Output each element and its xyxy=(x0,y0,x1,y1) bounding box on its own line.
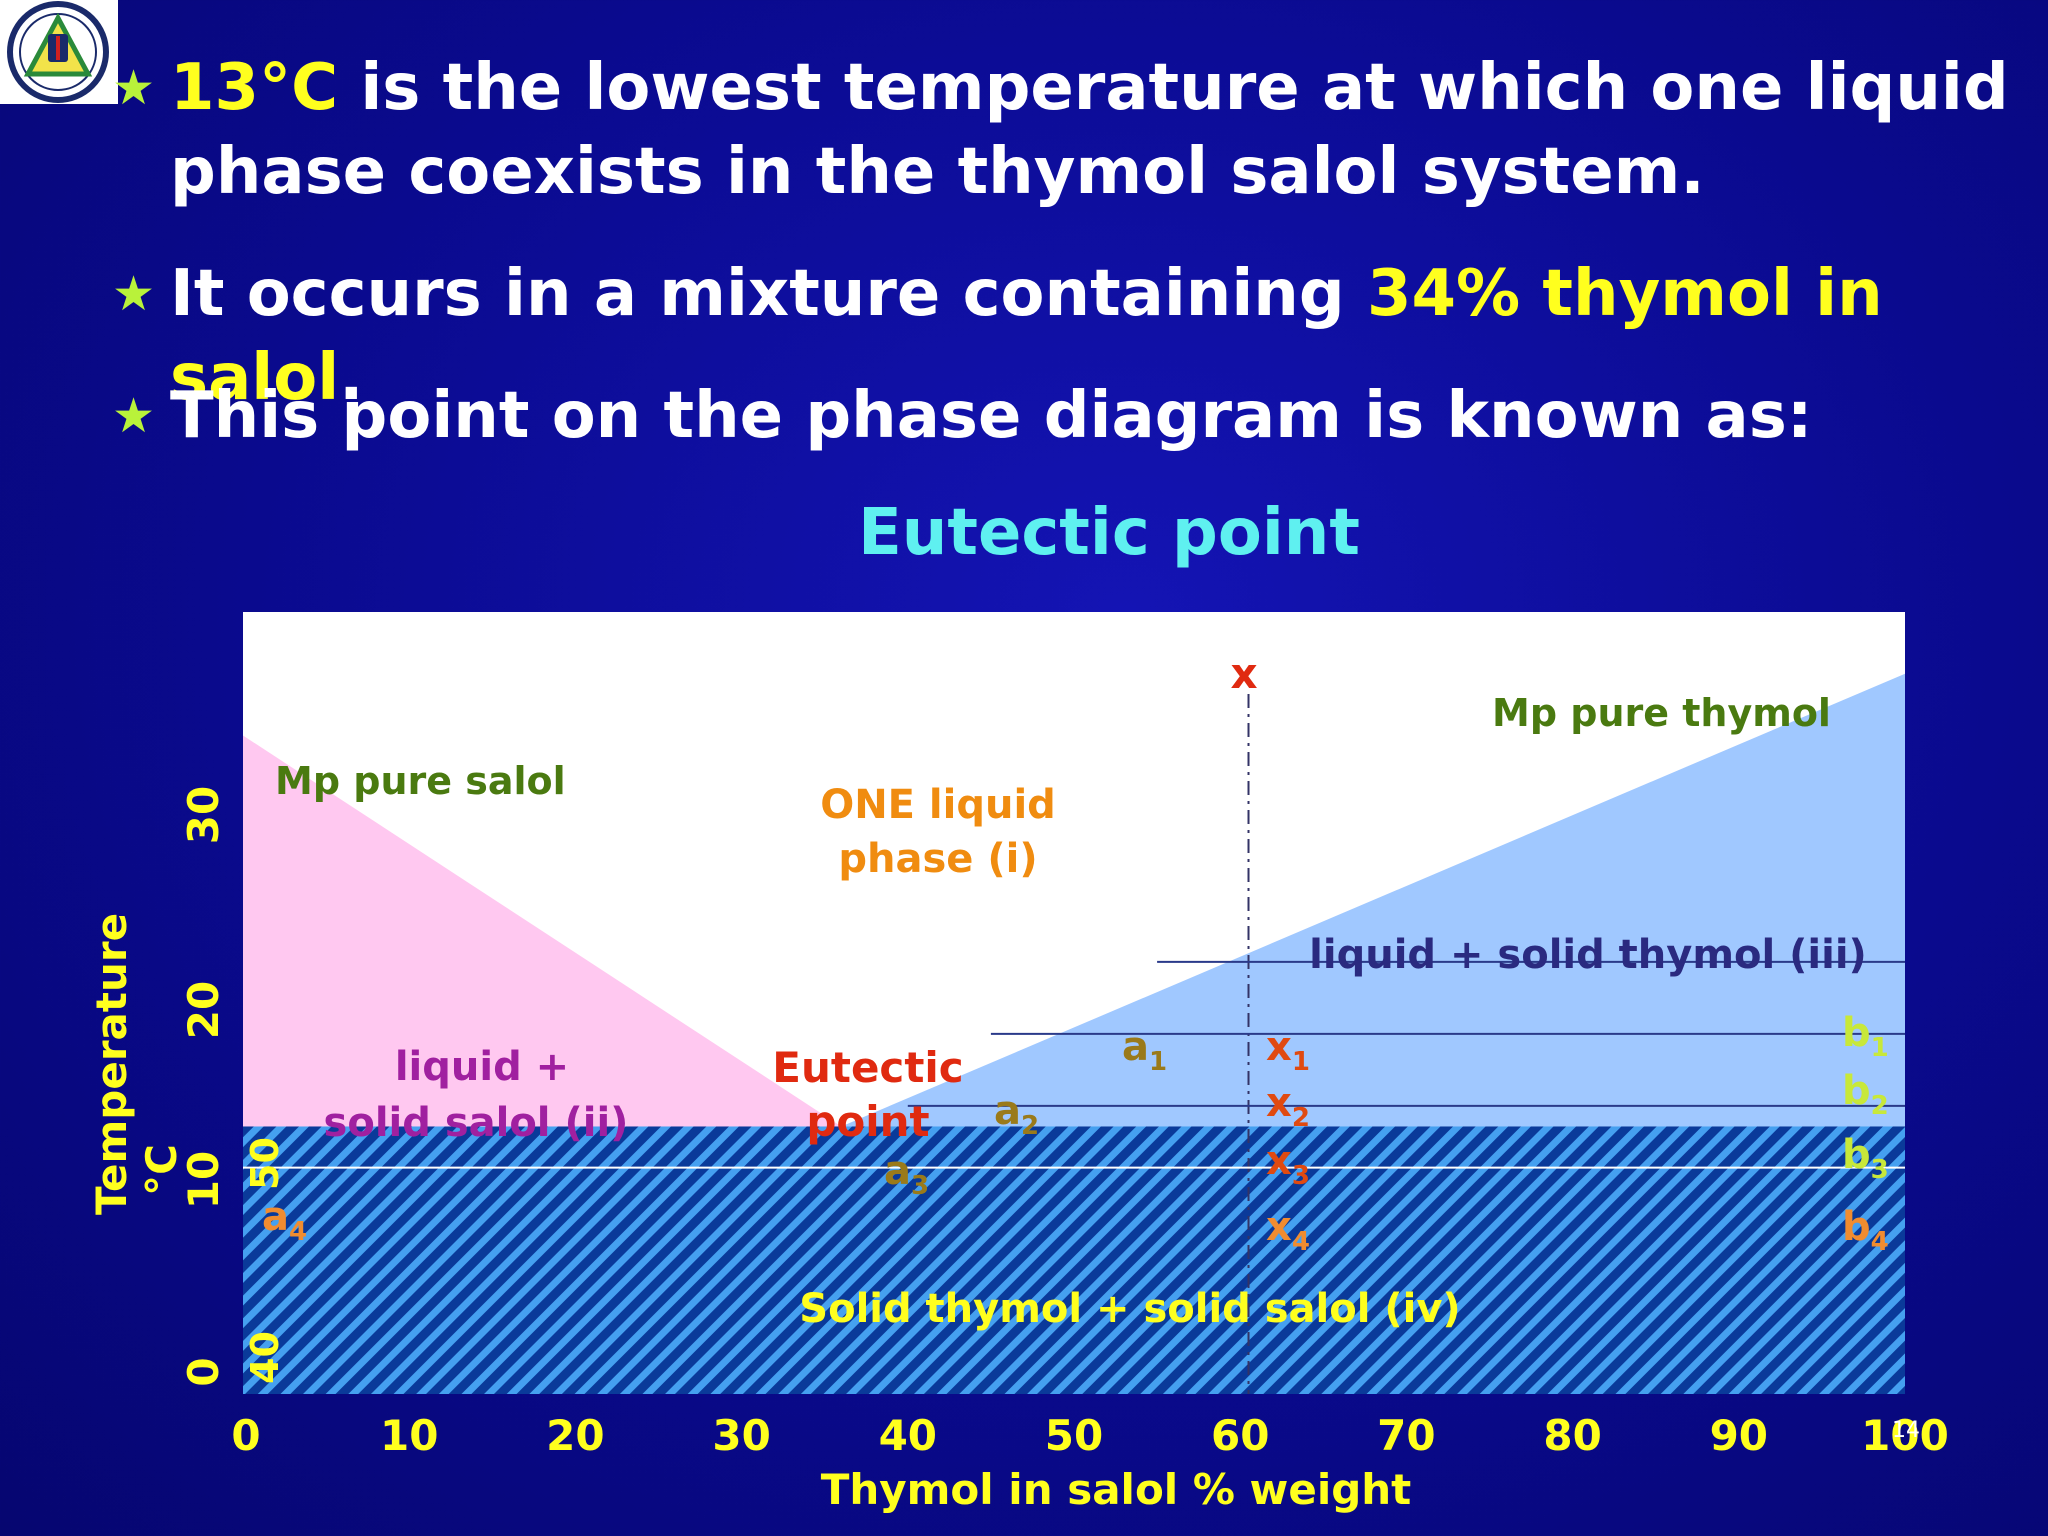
svg-text:a1: a1 xyxy=(1122,1024,1167,1077)
star-icon: ★ xyxy=(112,60,156,116)
svg-text:b4: b4 xyxy=(1842,1204,1889,1257)
y-axis-label-line2: °C xyxy=(137,1144,186,1196)
y-tick-10: 10 xyxy=(179,1151,228,1209)
bullet-2-text: It occurs in a mixture containing xyxy=(170,257,1367,331)
svg-text:a4: a4 xyxy=(262,1194,307,1247)
x-tick-30: 30 xyxy=(712,1411,770,1460)
x-tick-60: 60 xyxy=(1211,1411,1269,1460)
point-a2: a2 xyxy=(994,1088,1039,1141)
svg-text:a3: a3 xyxy=(884,1148,929,1201)
label-one-liquid-2: phase (i) xyxy=(838,836,1037,882)
label-x-top: x xyxy=(1230,649,1257,698)
page-number: 14 xyxy=(1892,1418,1920,1443)
star-icon: ★ xyxy=(112,388,156,444)
x-tick-0: 0 xyxy=(231,1411,260,1460)
x-tick-50: 50 xyxy=(1045,1411,1103,1460)
x-tick-100: 100 xyxy=(1861,1411,1949,1460)
bullet-2-tail: . xyxy=(339,341,364,415)
label-eutectic-2: point xyxy=(806,1097,929,1146)
point-x1: x1 xyxy=(1266,1024,1310,1077)
point-b2: b2 xyxy=(1842,1068,1889,1121)
bullet-1-text: is the lowest temperature at which one l… xyxy=(338,51,2009,125)
svg-text:x4: x4 xyxy=(1266,1204,1310,1257)
highlight-composition: 34% thymol in salol xyxy=(170,257,1883,415)
svg-text:b3: b3 xyxy=(1842,1132,1889,1185)
point-a4: a4 xyxy=(262,1194,307,1247)
x-tick-20: 20 xyxy=(546,1411,604,1460)
point-b1: b1 xyxy=(1842,1010,1889,1063)
college-logo xyxy=(0,0,118,104)
point-a1: a1 xyxy=(1122,1024,1167,1077)
bullet-3-text: This point on the phase diagram is known… xyxy=(170,379,1813,453)
y-tick-overlay-40: 40 xyxy=(243,1331,287,1384)
highlight-temperature: 13°C xyxy=(170,51,339,125)
star-icon: ★ xyxy=(112,266,156,322)
point-x2: x2 xyxy=(1266,1080,1310,1133)
label-mp-thymol: Mp pure thymol xyxy=(1492,691,1831,735)
label-liquid-thymol: liquid + solid thymol (iii) xyxy=(1309,932,1867,978)
x-tick-90: 90 xyxy=(1710,1411,1768,1460)
svg-text:b1: b1 xyxy=(1842,1010,1889,1063)
svg-text:x2: x2 xyxy=(1266,1080,1310,1133)
y-tick-0: 0 xyxy=(179,1357,228,1386)
point-b3: b3 xyxy=(1842,1132,1889,1185)
point-b4: b4 xyxy=(1842,1204,1889,1257)
label-eutectic-1: Eutectic xyxy=(772,1043,963,1092)
y-tick-20: 20 xyxy=(179,981,228,1039)
label-liquid-salol-2: solid salol (ii) xyxy=(324,1100,629,1146)
svg-text:x3: x3 xyxy=(1266,1138,1310,1191)
svg-text:x1: x1 xyxy=(1266,1024,1310,1077)
point-x4: x4 xyxy=(1266,1204,1310,1257)
liquid-solid-salol-region xyxy=(243,735,842,1127)
svg-text:b2: b2 xyxy=(1842,1068,1889,1121)
x-axis-label: Thymol in salol % weight xyxy=(821,1465,1412,1514)
x-tick-70: 70 xyxy=(1377,1411,1435,1460)
label-solid-region: Solid thymol + solid salol (iv) xyxy=(799,1286,1460,1332)
answer-eutectic-point: Eutectic point xyxy=(858,496,1360,570)
y-tick-30: 30 xyxy=(179,786,228,844)
label-mp-salol: Mp pure salol xyxy=(275,759,566,803)
label-one-liquid-1: ONE liquid xyxy=(820,782,1056,828)
solid-solid-region xyxy=(243,1126,1905,1394)
y-tick-overlay-50: 50 xyxy=(243,1137,287,1190)
label-liquid-salol-1: liquid + xyxy=(395,1044,569,1090)
liquid-solid-thymol-region xyxy=(841,673,1905,1127)
bullet-1-line2: phase coexists in the thymol salol syste… xyxy=(170,135,1705,209)
point-a3: a3 xyxy=(884,1148,929,1201)
x-tick-80: 80 xyxy=(1543,1411,1601,1460)
x-tick-40: 40 xyxy=(879,1411,937,1460)
x-tick-10: 10 xyxy=(380,1411,438,1460)
y-axis-label-line1: Temperature xyxy=(87,913,136,1215)
point-x3: x3 xyxy=(1266,1138,1310,1191)
svg-text:a2: a2 xyxy=(994,1088,1039,1141)
